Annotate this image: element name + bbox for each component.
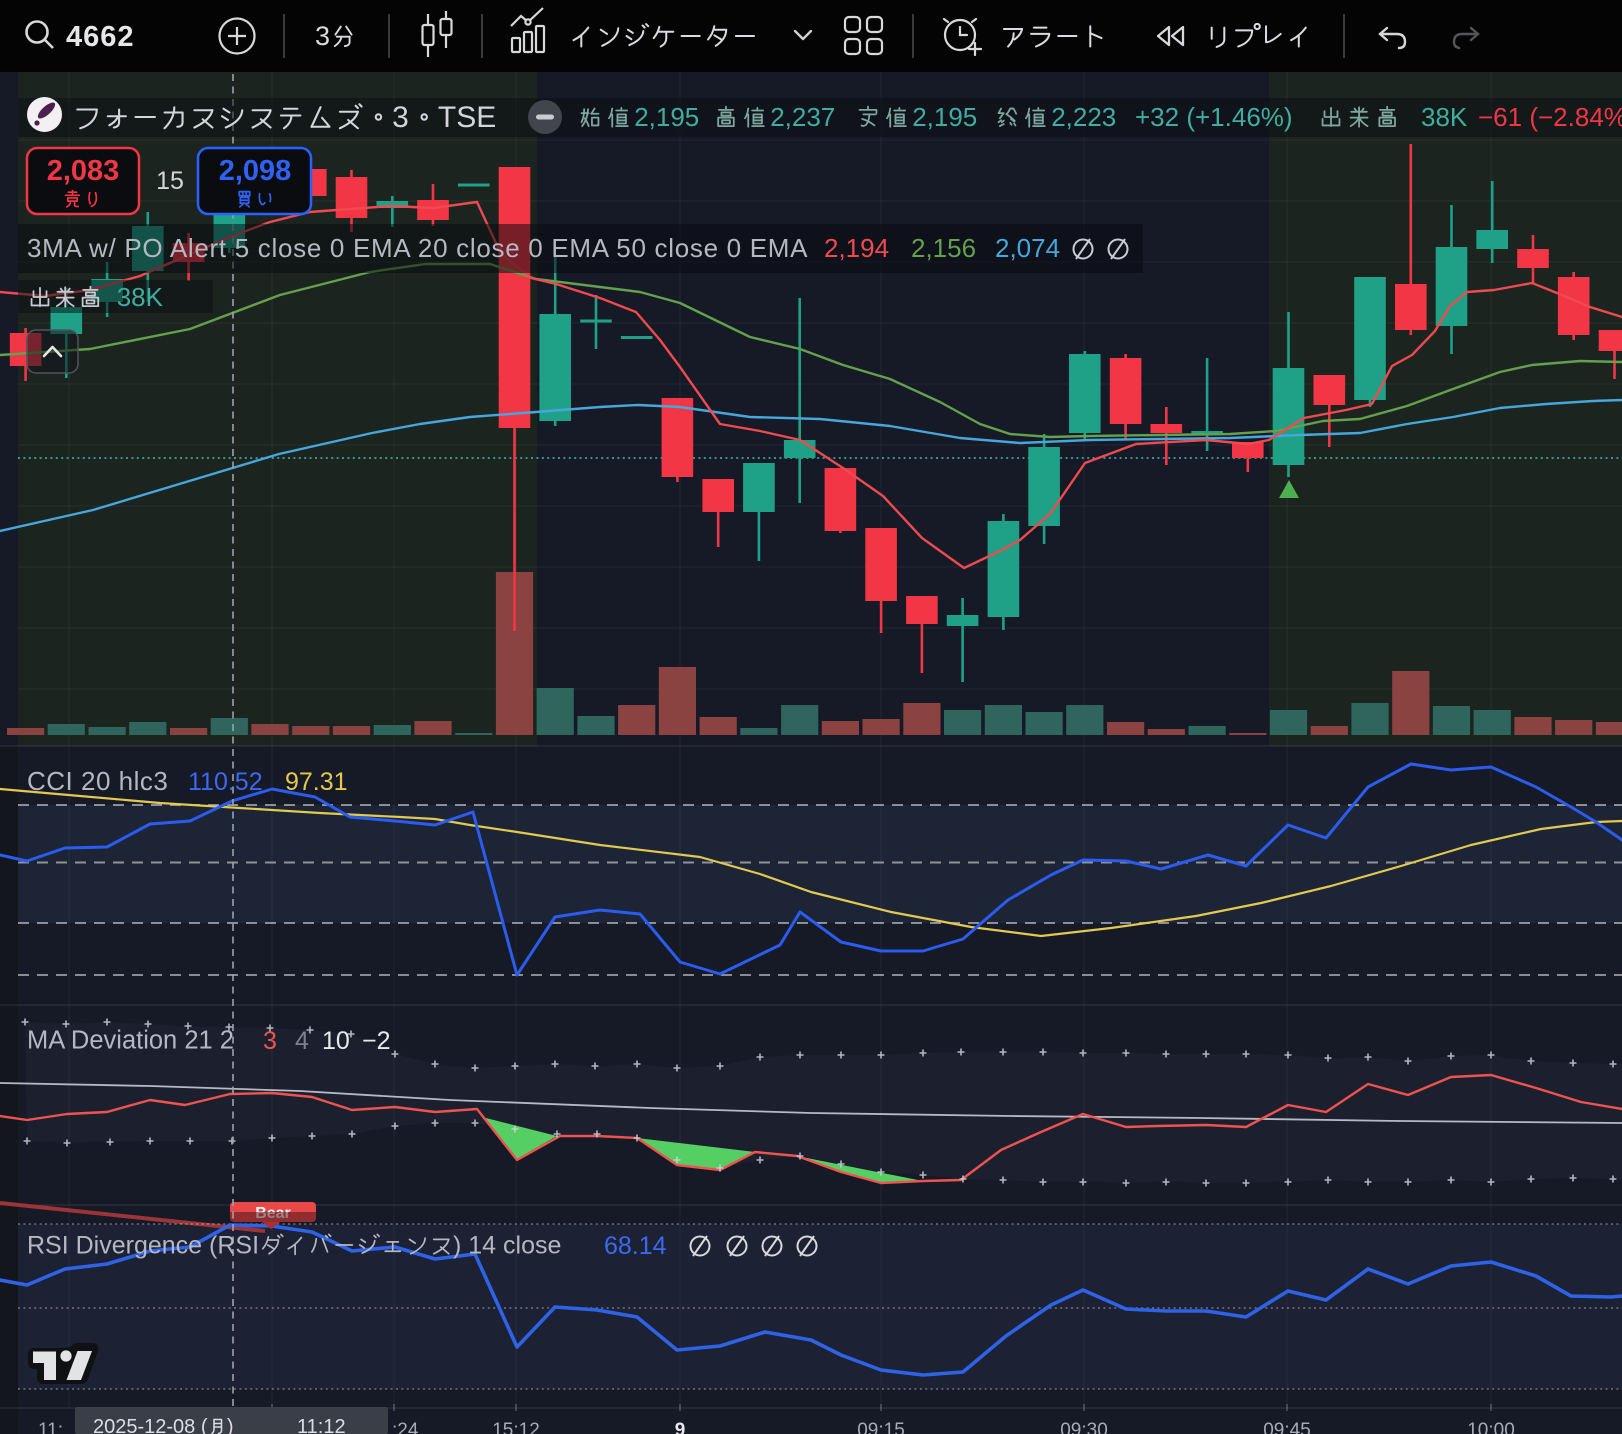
svg-text:2,194: 2,194 [824,233,889,263]
svg-text:3: 3 [315,21,330,51]
svg-text:2,074: 2,074 [995,233,1060,263]
svg-text:4662: 4662 [66,21,135,53]
svg-text:2,237: 2,237 [770,102,835,132]
svg-text:) 14 close: ) 14 close [453,1232,561,1260]
svg-text:RSI Divergence (RSI: RSI Divergence (RSI [27,1232,259,1260]
svg-text:38K: 38K [1421,102,1468,132]
svg-text:15:12: 15:12 [492,1420,540,1434]
svg-text:09:45: 09:45 [1263,1420,1311,1434]
svg-text:TSE: TSE [438,101,496,134]
svg-text:09:30: 09:30 [1060,1420,1108,1434]
svg-text:CCI 20 hlc3: CCI 20 hlc3 [27,766,168,796]
svg-text:+32 (+1.46%): +32 (+1.46%) [1135,102,1293,132]
svg-text::24: :24 [392,1420,419,1434]
svg-text:): ) [227,1416,234,1434]
svg-text:2025-12-08 (: 2025-12-08 ( [93,1416,208,1434]
svg-text:97.31: 97.31 [285,768,348,796]
svg-text:2,156: 2,156 [911,233,976,263]
svg-text:3MA w/ PO Alert 5 close 0 EMA: 3MA w/ PO Alert 5 close 0 EMA 20 close 0… [27,233,808,263]
svg-text:2,083: 2,083 [47,155,120,187]
svg-text:2,195: 2,195 [634,102,699,132]
svg-text:3: 3 [263,1027,277,1055]
svg-text:110.52: 110.52 [188,768,263,796]
svg-text:−2: −2 [362,1027,391,1055]
svg-text:2,223: 2,223 [1051,102,1116,132]
svg-text:68.14: 68.14 [604,1232,667,1260]
svg-text:10: 10 [322,1027,350,1055]
svg-text:2,195: 2,195 [912,102,977,132]
svg-text:10:00: 10:00 [1467,1420,1515,1434]
svg-text:11:12: 11:12 [297,1416,346,1434]
svg-text:9: 9 [675,1420,686,1434]
svg-text:2,098: 2,098 [219,155,292,187]
svg-text:3: 3 [392,101,409,134]
svg-text:15: 15 [156,167,184,195]
svg-text:−61 (−2.84%): −61 (−2.84%) [1478,102,1622,132]
svg-text:11:: 11: [38,1420,63,1434]
svg-text:MA Deviation 21 2: MA Deviation 21 2 [27,1027,234,1055]
svg-text:38K: 38K [117,282,164,312]
svg-text:09:15: 09:15 [857,1420,905,1434]
svg-text:4: 4 [295,1027,309,1055]
